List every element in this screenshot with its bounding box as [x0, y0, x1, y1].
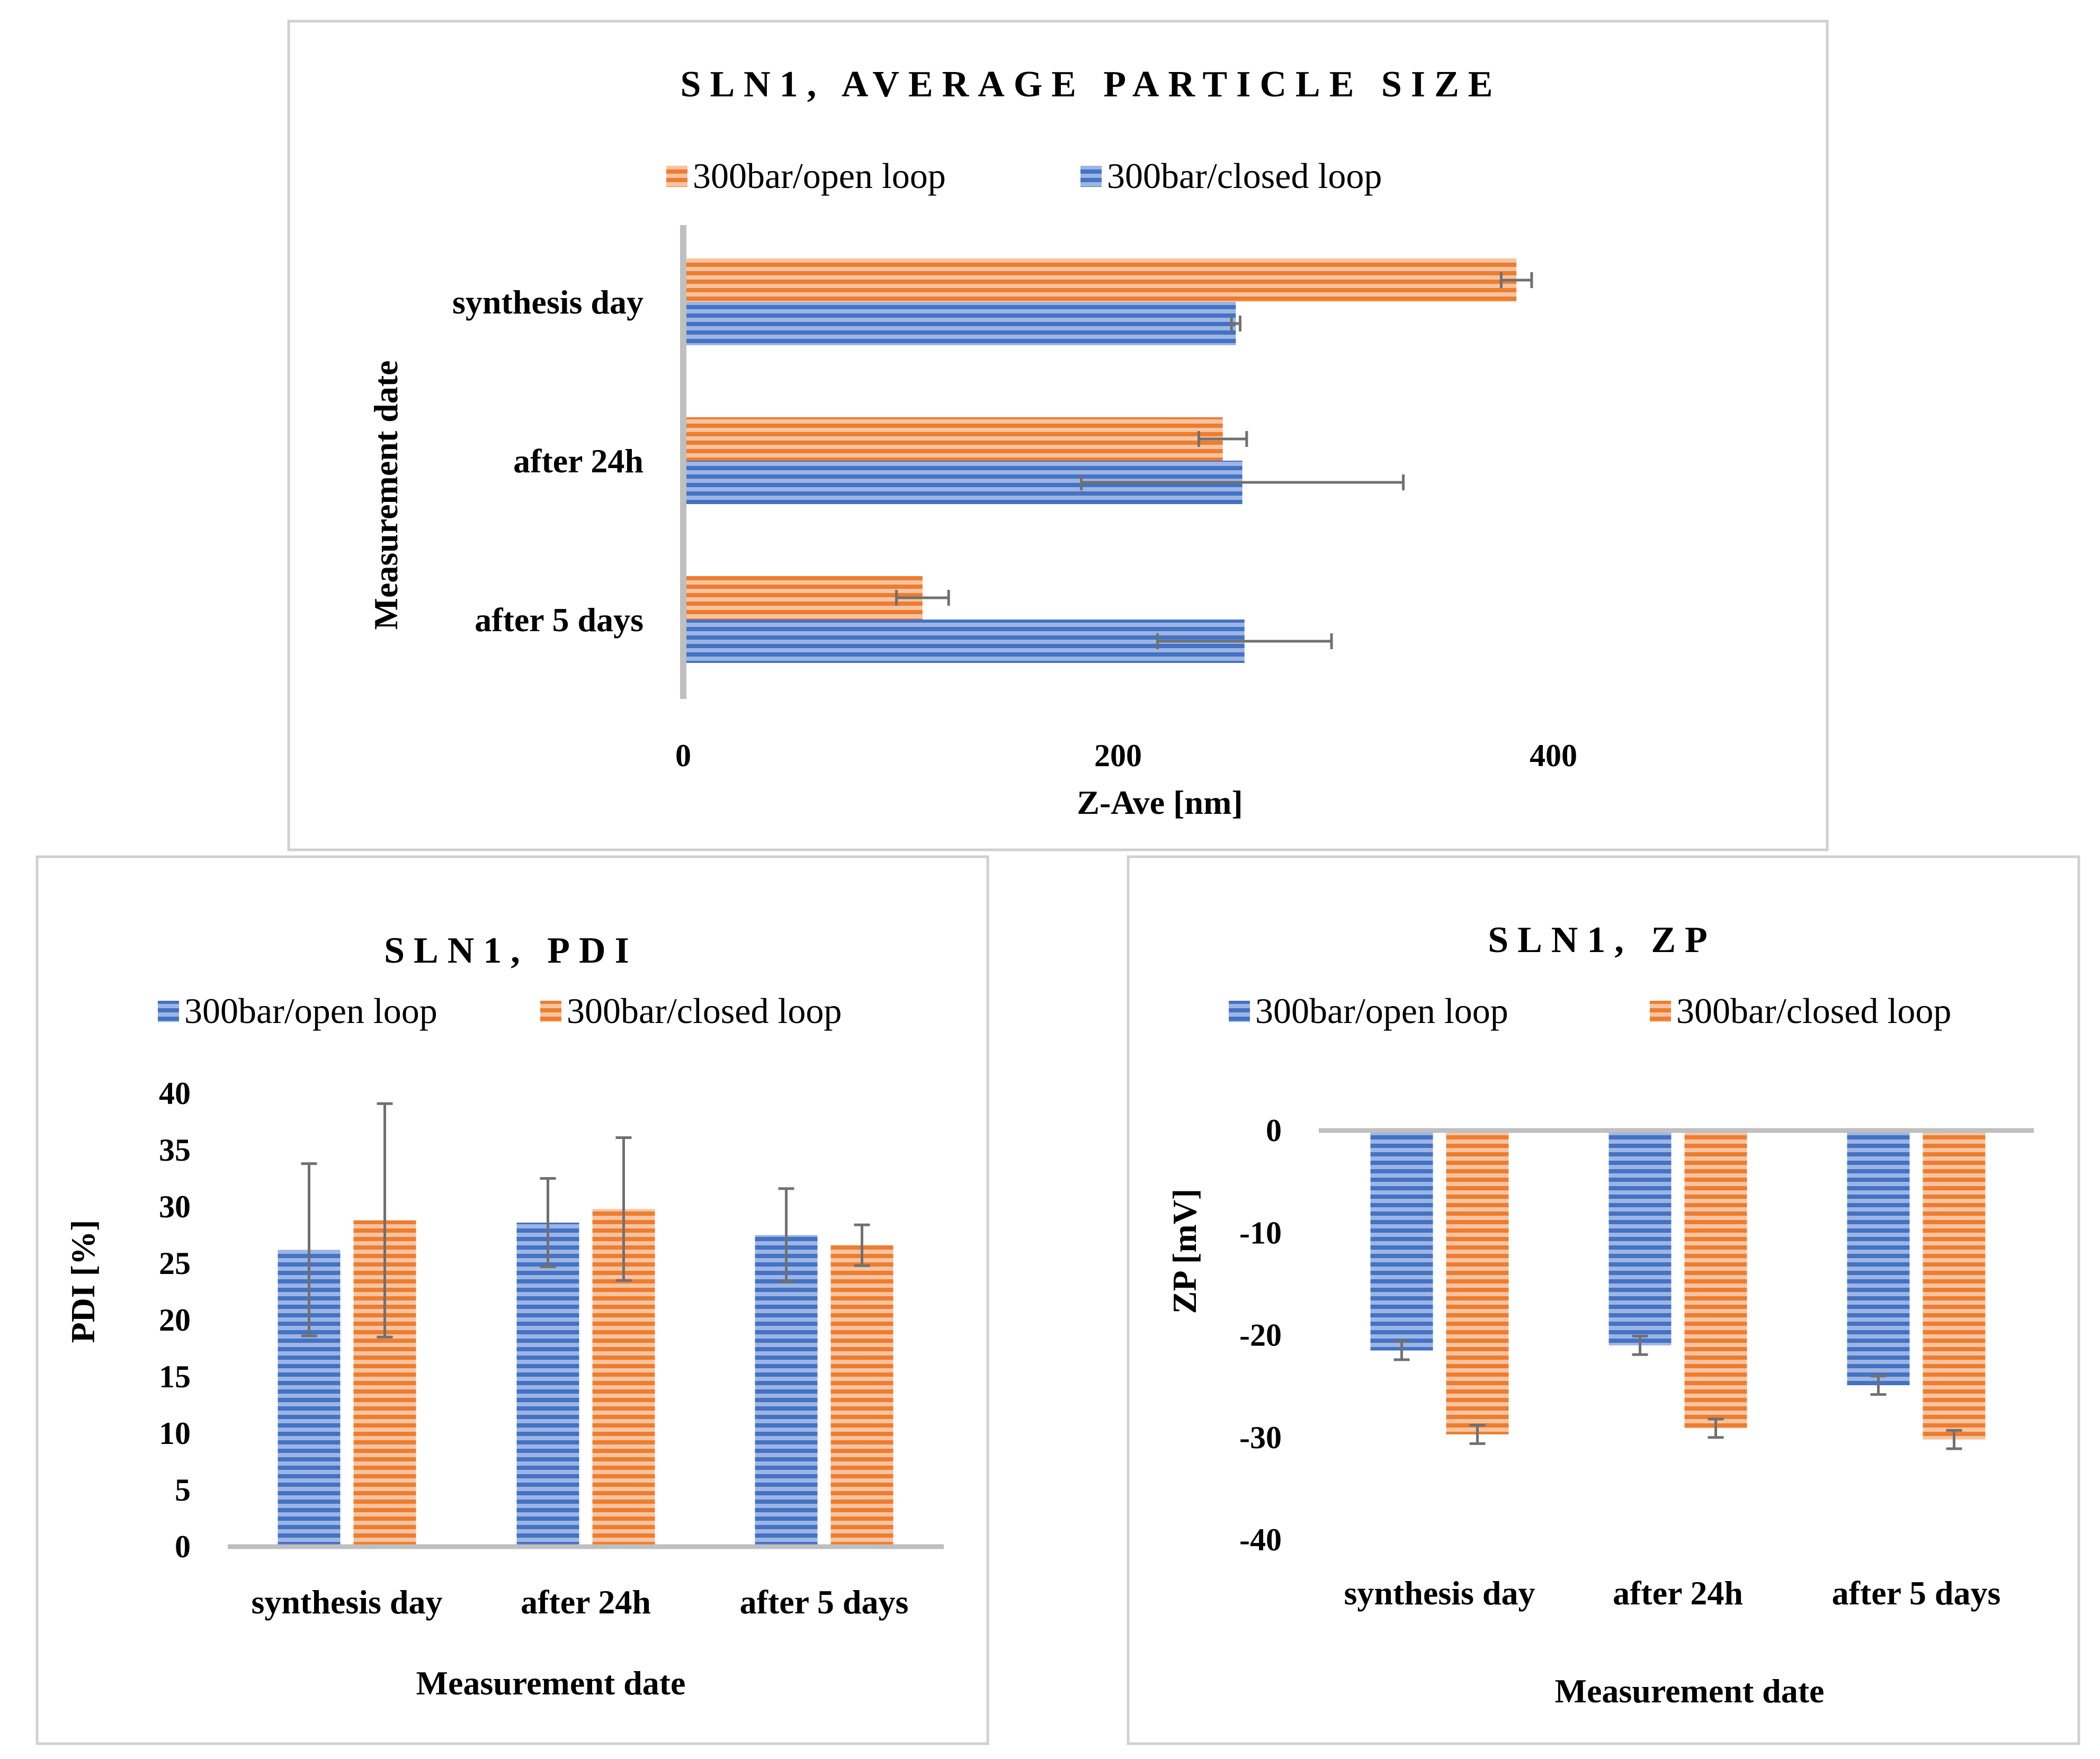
- chart-zp: SLN1, ZP 300bar/open loop 300bar/closed …: [1166, 920, 2034, 1710]
- x-axis-title: Z-Ave [nm]: [1077, 784, 1243, 821]
- category-label-after-5-days: after 5 days: [740, 1583, 909, 1621]
- chart-pdi: SLN1, PDI 300bar/open loop 300bar/closed…: [64, 930, 944, 1702]
- legend-swatch-closed-loop: [540, 1001, 561, 1022]
- y-tick-20: 20: [159, 1303, 191, 1338]
- y-tick-0: 0: [1266, 1113, 1282, 1148]
- bar-after-5-days-300bar-closed-loop: [830, 1245, 893, 1547]
- category-label-synthesis-day: synthesis day: [252, 1583, 443, 1621]
- bar-after-5-days-300bar-closed-loop: [683, 620, 1245, 663]
- y-tick-20: -20: [1239, 1318, 1282, 1353]
- bar-after-24h-300bar-closed-loop: [1684, 1130, 1747, 1429]
- bar-synthesis-day-300bar-open-loop: [683, 258, 1517, 302]
- bar-synthesis-day-300bar-open-loop: [1370, 1130, 1433, 1351]
- legend-label-closed-loop: 300bar/closed loop: [1107, 156, 1382, 196]
- bar-after-5-days-300bar-open-loop: [755, 1235, 818, 1547]
- category-label-synthesis-day: synthesis day: [1344, 1574, 1535, 1612]
- y-tick-5: 5: [175, 1473, 191, 1507]
- y-tick-15: 15: [159, 1359, 191, 1394]
- legend-swatch-open-loop: [666, 166, 687, 187]
- bar-after-5-days-300bar-open-loop: [683, 576, 923, 620]
- category-label-synthesis-day: synthesis day: [452, 283, 644, 321]
- bar-after-24h-300bar-open-loop: [1608, 1130, 1672, 1345]
- y-tick-10: -10: [1239, 1215, 1282, 1250]
- x-tick-0: 0: [675, 738, 691, 773]
- category-label-after-5-days: after 5 days: [1832, 1574, 2001, 1612]
- legend-swatch-closed-loop: [1080, 166, 1102, 187]
- legend-label-open-loop: 300bar/open loop: [693, 156, 946, 196]
- bar-after-5-days-300bar-open-loop: [1847, 1130, 1910, 1386]
- legend-label-open-loop: 300bar/open loop: [184, 991, 437, 1031]
- legend-swatch-open-loop: [1229, 1001, 1250, 1022]
- legend-swatch-closed-loop: [1650, 1001, 1671, 1022]
- chart-frame-pdi: [35, 855, 989, 1745]
- chart-title: SLN1, AVERAGE PARTICLE SIZE: [681, 64, 1502, 105]
- bar-synthesis-day-300bar-closed-loop: [683, 302, 1236, 345]
- y-tick-0: 0: [175, 1529, 191, 1564]
- x-tick-400: 400: [1530, 738, 1577, 773]
- legend-swatch-open-loop: [158, 1001, 179, 1022]
- chart-title: SLN1, PDI: [384, 930, 638, 971]
- y-tick-30: -30: [1239, 1420, 1282, 1455]
- y-axis-title: ZP [mV]: [1166, 1189, 1203, 1314]
- bar-synthesis-day-300bar-closed-loop: [1446, 1130, 1509, 1434]
- x-axis-title: Measurement date: [416, 1664, 686, 1702]
- y-tick-35: 35: [159, 1133, 191, 1168]
- chart-title: SLN1, ZP: [1488, 920, 1717, 961]
- category-label-after-24h: after 24h: [521, 1583, 651, 1621]
- x-tick-200: 200: [1094, 738, 1142, 773]
- y-axis-title: PDI [%]: [64, 1220, 102, 1343]
- x-axis-title: Measurement date: [1555, 1672, 1825, 1710]
- chart-frame-zp: [1127, 855, 2080, 1745]
- bar-after-5-days-300bar-closed-loop: [1923, 1130, 1986, 1440]
- y-tick-30: 30: [159, 1189, 191, 1224]
- y-tick-40: 40: [159, 1076, 191, 1111]
- chart-particle-size: SLN1, AVERAGE PARTICLE SIZE 300bar/open …: [367, 64, 1577, 821]
- category-label-after-24h: after 24h: [513, 442, 644, 480]
- legend-label-closed-loop: 300bar/closed loop: [1676, 991, 1951, 1031]
- y-tick-10: 10: [159, 1416, 191, 1451]
- category-label-after-5-days: after 5 days: [475, 601, 644, 639]
- y-tick-40: -40: [1239, 1522, 1282, 1557]
- bar-after-24h-300bar-open-loop: [516, 1222, 579, 1547]
- legend-label-open-loop: 300bar/open loop: [1255, 991, 1508, 1031]
- y-axis-title: Measurement date: [367, 361, 405, 630]
- bar-after-24h-300bar-open-loop: [683, 417, 1223, 461]
- legend-label-closed-loop: 300bar/closed loop: [567, 991, 842, 1031]
- y-tick-25: 25: [159, 1246, 191, 1281]
- category-label-after-24h: after 24h: [1613, 1574, 1743, 1612]
